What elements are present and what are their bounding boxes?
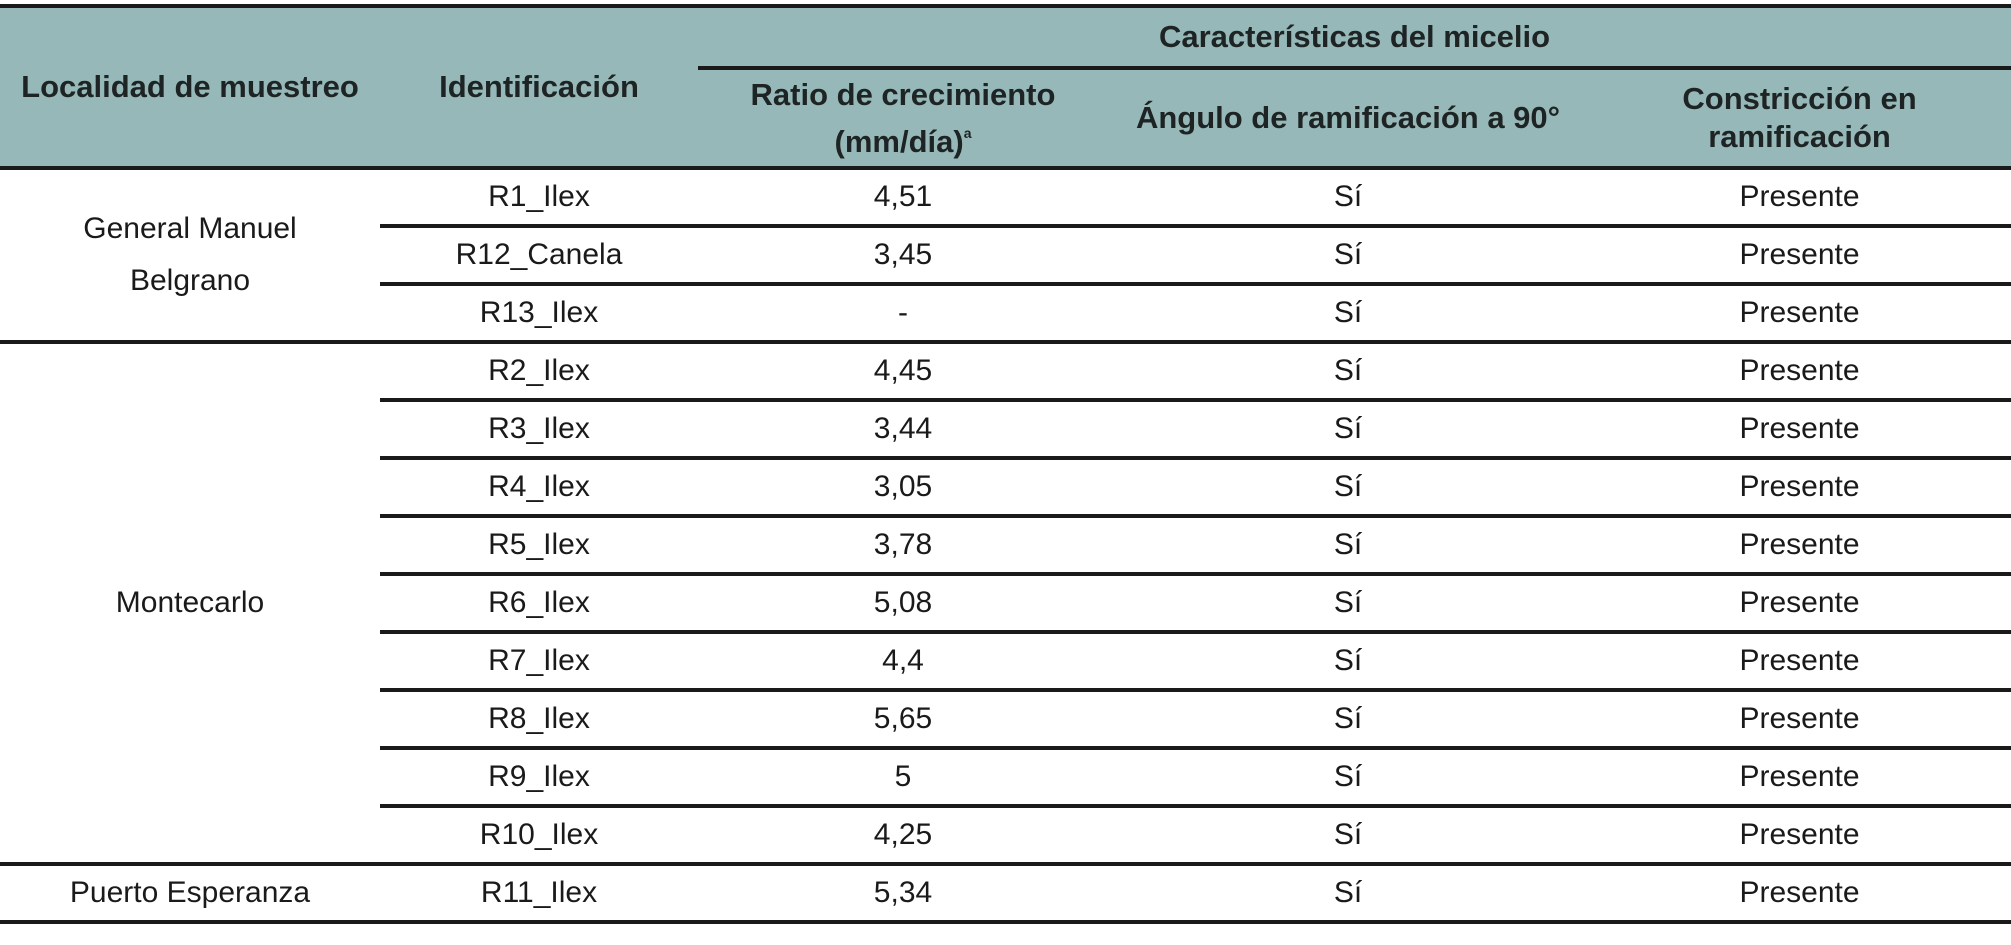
cell-growth-rate: 4,25 xyxy=(698,806,1108,866)
table-row: R4_Ilex 3,05 Sí Presente xyxy=(0,458,2011,518)
cell-growth-rate: 4,45 xyxy=(698,342,1108,402)
table-row: R8_Ilex 5,65 Sí Presente xyxy=(0,690,2011,750)
cell-constriction: Presente xyxy=(1588,400,2011,460)
cell-branch-angle: Sí xyxy=(1108,806,1588,866)
cell-identification: R5_Ilex xyxy=(380,516,698,576)
mycelium-table: Localidad de muestreo Identificación Car… xyxy=(0,4,2011,924)
footnote-marker: a xyxy=(963,124,972,141)
cell-branch-angle: Sí xyxy=(1108,226,1588,286)
cell-identification: R7_Ilex xyxy=(380,632,698,692)
cell-growth-rate: 3,05 xyxy=(698,458,1108,518)
header-group-mycelium: Características del micelio xyxy=(698,6,2011,70)
cell-identification: R12_Canela xyxy=(380,226,698,286)
header-constriction: Constricción en ramificación xyxy=(1588,68,2011,168)
table-row: R6_Ilex 5,08 Sí Presente xyxy=(0,574,2011,634)
cell-branch-angle: Sí xyxy=(1108,632,1588,692)
cell-constriction: Presente xyxy=(1588,342,2011,402)
cell-constriction: Presente xyxy=(1588,748,2011,808)
cell-growth-rate: 5 xyxy=(698,748,1108,808)
cell-growth-rate: 4,4 xyxy=(698,632,1108,692)
cell-growth-rate: 3,45 xyxy=(698,226,1108,286)
cell-constriction: Presente xyxy=(1588,632,2011,692)
cell-growth-rate: 5,08 xyxy=(698,574,1108,634)
cell-constriction: Presente xyxy=(1588,458,2011,518)
cell-growth-rate: 5,34 xyxy=(698,864,1108,924)
cell-constriction: Presente xyxy=(1588,574,2011,634)
cell-identification: R9_Ilex xyxy=(380,748,698,808)
cell-growth-rate: 3,78 xyxy=(698,516,1108,576)
cell-constriction: Presente xyxy=(1588,168,2011,228)
cell-identification: R3_Ilex xyxy=(380,400,698,460)
cell-branch-angle: Sí xyxy=(1108,284,1588,344)
cell-growth-rate: - xyxy=(698,284,1108,344)
header-branch-angle: Ángulo de ramificación a 90° xyxy=(1108,68,1588,168)
header-growth-rate-label: Ratio de crecimiento (mm/día) xyxy=(750,76,1056,159)
table-row: R10_Ilex 4,25 Sí Presente xyxy=(0,806,2011,866)
cell-identification: R10_Ilex xyxy=(380,806,698,866)
cell-identification: R11_Ilex xyxy=(380,864,698,924)
table-row: R13_Ilex - Sí Presente xyxy=(0,284,2011,344)
cell-branch-angle: Sí xyxy=(1108,458,1588,518)
table-row: R5_Ilex 3,78 Sí Presente xyxy=(0,516,2011,576)
cell-growth-rate: 3,44 xyxy=(698,400,1108,460)
table-row: General Manuel Belgrano R1_Ilex 4,51 Sí Pres… xyxy=(0,168,2011,344)
cell-constriction: Presente xyxy=(1588,226,2011,286)
cell-branch-angle: Sí xyxy=(1108,574,1588,634)
cell-branch-angle: Sí xyxy=(1108,864,1588,924)
cell-locality: Montecarlo xyxy=(0,342,380,866)
table-row: R9_Ilex 5 Sí Presente xyxy=(0,748,2011,808)
cell-growth-rate: 5,65 xyxy=(698,690,1108,750)
cell-branch-angle: Sí xyxy=(1108,516,1588,576)
cell-constriction: Presente xyxy=(1588,690,2011,750)
cell-identification: R6_Ilex xyxy=(380,574,698,634)
cell-branch-angle: Sí xyxy=(1108,168,1588,228)
cell-identification: R8_Ilex xyxy=(380,690,698,750)
table-row: Montecarlo R2_Ilex 4,45 Sí Presente xyxy=(0,342,2011,866)
cell-identification: R13_Ilex xyxy=(380,284,698,344)
header-locality: Localidad de muestreo xyxy=(0,6,380,168)
cell-constriction: Presente xyxy=(1588,516,2011,576)
cell-branch-angle: Sí xyxy=(1108,748,1588,808)
table-row: Puerto Esperanza R11_Ilex 5,34 Sí Presente xyxy=(0,864,2011,924)
table-row: R12_Canela 3,45 Sí Presente xyxy=(0,226,2011,286)
cell-identification: R4_Ilex xyxy=(380,458,698,518)
cell-branch-angle: Sí xyxy=(1108,400,1588,460)
header-identification: Identificación xyxy=(380,6,698,168)
cell-locality: General Manuel Belgrano xyxy=(0,168,380,344)
table-header: Localidad de muestreo Identificación Car… xyxy=(0,6,2011,168)
cell-locality: Puerto Esperanza xyxy=(0,864,380,924)
cell-identification: R1_Ilex xyxy=(380,168,698,228)
cell-growth-rate: 4,51 xyxy=(698,168,1108,228)
cell-branch-angle: Sí xyxy=(1108,342,1588,402)
header-growth-rate: Ratio de crecimiento (mm/día)a xyxy=(698,68,1108,168)
cell-branch-angle: Sí xyxy=(1108,690,1588,750)
table-row: R3_Ilex 3,44 Sí Presente xyxy=(0,400,2011,460)
cell-identification: R2_Ilex xyxy=(380,342,698,402)
table-body: General Manuel Belgrano R1_Ilex 4,51 Sí Pres… xyxy=(0,168,2011,924)
table-row: R7_Ilex 4,4 Sí Presente xyxy=(0,632,2011,692)
cell-constriction: Presente xyxy=(1588,864,2011,924)
cell-constriction: Presente xyxy=(1588,806,2011,866)
cell-constriction: Presente xyxy=(1588,284,2011,344)
